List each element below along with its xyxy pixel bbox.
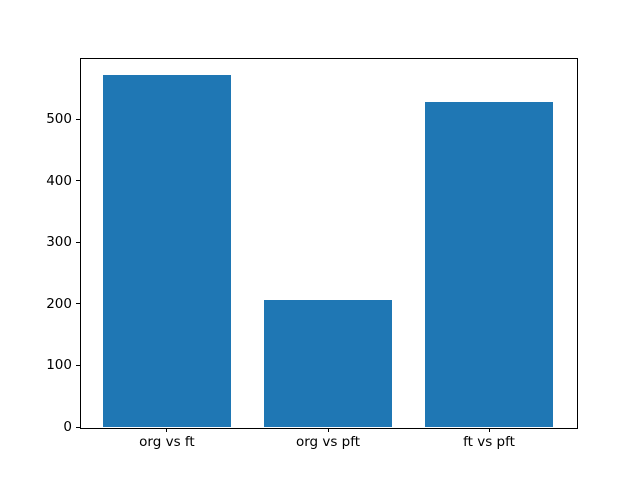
y-tick-label: 200 (46, 295, 72, 312)
y-tick-label: 300 (46, 234, 72, 251)
x-tick-mark (488, 428, 490, 432)
x-tick-label: org vs pft (295, 434, 361, 450)
x-tick-mark (166, 428, 168, 432)
y-tick-mark (76, 426, 80, 428)
x-tick-label: ft vs pft (463, 434, 515, 450)
x-tick-label: org vs ft (139, 434, 195, 450)
y-tick-label: 100 (46, 357, 72, 374)
y-tick-label: 500 (46, 111, 72, 128)
y-tick-label: 400 (46, 172, 72, 189)
y-tick-mark (76, 364, 80, 366)
bar-ft-vs-pft (424, 101, 554, 427)
y-tick-mark (76, 118, 80, 120)
bar-org-vs-ft (102, 74, 232, 427)
y-tick-mark (76, 241, 80, 243)
y-tick-mark (76, 303, 80, 305)
y-tick-mark (76, 180, 80, 182)
bar-org-vs-pft (263, 299, 393, 427)
x-tick-mark (327, 428, 329, 432)
y-tick-label: 0 (63, 419, 72, 435)
